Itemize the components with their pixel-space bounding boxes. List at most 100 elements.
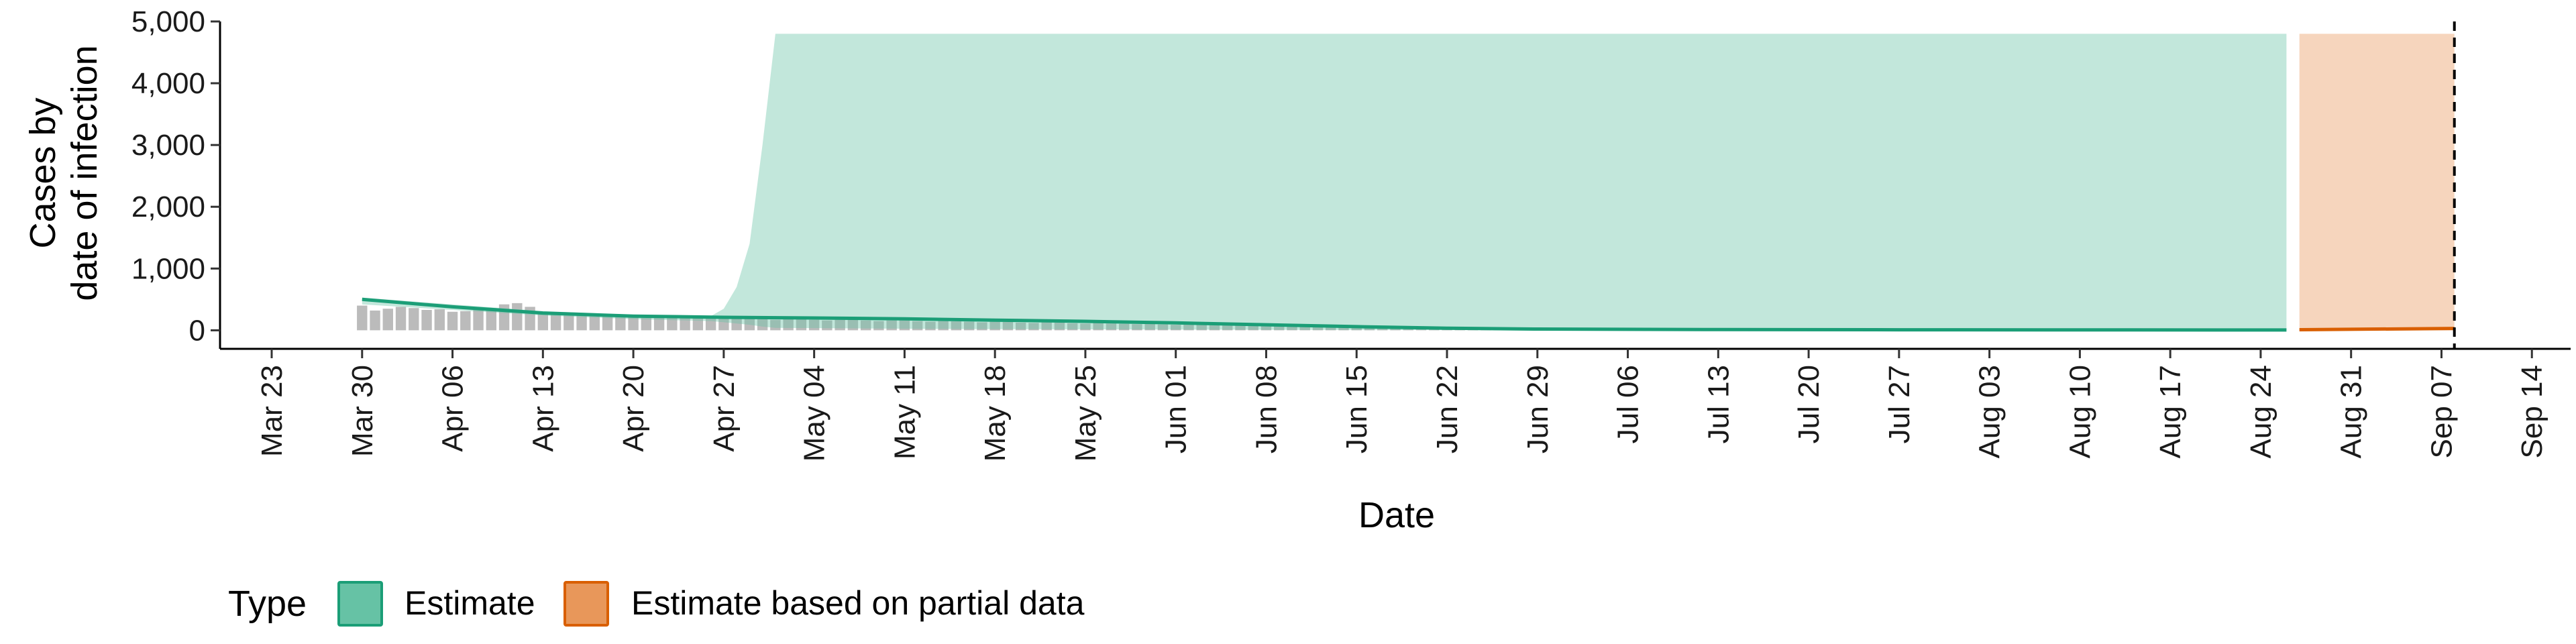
reported-cases-bar xyxy=(1287,325,1297,331)
reported-cases-bar xyxy=(925,321,936,331)
y-tick-label: 3,000 xyxy=(131,129,205,162)
axes xyxy=(219,21,2571,350)
legend-label-partial: Estimate based on partial data xyxy=(631,584,1085,622)
reported-cases-bar xyxy=(1067,323,1078,331)
reported-cases-bar xyxy=(1338,327,1349,331)
reported-cases-bar xyxy=(382,309,393,331)
legend: Type Estimate Estimate based on partial … xyxy=(228,581,1085,627)
reported-cases-bar xyxy=(615,315,626,331)
reported-cases-bar xyxy=(1093,323,1104,331)
reported-cases-bar xyxy=(395,307,407,331)
reported-cases-bar xyxy=(512,303,523,331)
reported-cases-bar xyxy=(357,305,368,331)
reported-cases-bar xyxy=(822,320,833,331)
reported-cases-bar xyxy=(680,317,690,331)
x-tick-label: Apr 20 xyxy=(617,365,650,452)
reported-cases-bar xyxy=(783,319,794,331)
y-tick-label: 2,000 xyxy=(131,191,205,223)
reported-cases-bar xyxy=(757,319,768,331)
reported-cases-bar xyxy=(718,317,729,331)
reported-cases-bar xyxy=(370,310,380,331)
x-tick-label: Apr 13 xyxy=(527,365,559,452)
y-tick-label: 1,000 xyxy=(131,252,205,285)
reported-cases-bar xyxy=(847,319,859,331)
reported-cases-bar xyxy=(667,316,678,331)
x-tick-label: Jun 01 xyxy=(1160,365,1193,453)
reported-cases-bar xyxy=(1312,326,1324,331)
reported-cases-bar xyxy=(628,317,639,331)
reported-cases-bar xyxy=(653,317,665,331)
reported-cases-bar xyxy=(1106,323,1117,331)
reported-cases-bar xyxy=(1274,325,1285,331)
reported-cases-bar xyxy=(1299,326,1310,331)
reported-cases-bar xyxy=(731,317,742,331)
estimate-ribbons xyxy=(362,34,2455,331)
reported-cases-bar xyxy=(1351,327,1362,331)
reported-cases-bar xyxy=(1132,324,1142,331)
x-axis-ticks: Mar 23 Mar 30 Apr 06 Apr 13 Apr 20 Apr 27 May … xyxy=(256,349,2548,462)
reported-cases-bar xyxy=(564,313,574,331)
x-tick-label: Jul 06 xyxy=(1612,365,1645,443)
reported-cases-bar xyxy=(447,311,458,331)
reported-cases-bar xyxy=(912,321,923,331)
reported-cases-bar xyxy=(421,309,432,331)
reported-cases-bar xyxy=(1002,321,1014,331)
y-axis-title-line2: date of infection xyxy=(64,45,105,301)
reported-cases-bar xyxy=(1015,322,1026,331)
reported-cases-bar xyxy=(473,309,484,331)
reported-cases-bar xyxy=(1171,325,1181,331)
reported-cases-bar xyxy=(486,308,497,331)
ribbon-partial-data xyxy=(2299,34,2455,331)
reported-cases-bar xyxy=(899,319,910,331)
legend-title: Type xyxy=(228,584,307,624)
x-tick-label: Aug 03 xyxy=(1974,365,2006,458)
reported-cases-bar xyxy=(835,319,845,331)
legend-label-estimate: Estimate xyxy=(405,584,535,622)
reported-cases-bar xyxy=(409,308,419,331)
y-tick-label: 5,000 xyxy=(131,5,205,38)
x-tick-label: Jul 13 xyxy=(1702,365,1735,443)
reported-cases-bar xyxy=(1390,327,1401,331)
reported-cases-bar xyxy=(1209,325,1220,331)
y-axis-ticks: 0 1,000 2,000 3,000 4,000 5,000 xyxy=(131,5,220,347)
reported-cases-bars xyxy=(357,303,1582,331)
reported-cases-bar xyxy=(1196,325,1207,331)
reported-cases-bar xyxy=(641,317,652,331)
reported-cases-bar xyxy=(989,321,1000,331)
x-tick-label: Mar 23 xyxy=(256,365,288,457)
reported-cases-bar xyxy=(963,321,975,331)
x-tick-label: Sep 14 xyxy=(2516,365,2548,458)
x-tick-label: May 18 xyxy=(979,365,1012,462)
reported-cases-bar xyxy=(1248,325,1258,331)
y-axis-title-line1: Cases by xyxy=(23,97,63,248)
reported-cases-bar xyxy=(705,318,716,331)
x-tick-label: May 11 xyxy=(888,365,921,460)
median-line-partial-data xyxy=(2299,327,2455,331)
ribbon-estimate xyxy=(362,34,2287,331)
reported-cases-bar xyxy=(938,321,949,331)
x-tick-label: Jun 22 xyxy=(1431,365,1464,453)
x-tick-label: Sep 07 xyxy=(2425,365,2458,458)
reported-cases-bar xyxy=(1377,327,1388,331)
reported-cases-bar xyxy=(1144,323,1155,331)
reported-cases-bar xyxy=(796,318,807,331)
reported-cases-bar xyxy=(537,311,549,331)
reported-cases-bar xyxy=(460,311,471,331)
x-tick-label: May 25 xyxy=(1069,365,1102,462)
reported-cases-bar xyxy=(1235,325,1246,331)
x-tick-label: Jun 15 xyxy=(1340,365,1373,453)
reported-cases-bar xyxy=(550,314,561,331)
reported-cases-bar xyxy=(808,319,820,331)
y-tick-label: 4,000 xyxy=(131,67,205,100)
legend-swatch-partial xyxy=(564,581,609,627)
reported-cases-bar xyxy=(886,320,897,331)
legend-swatch-estimate xyxy=(337,581,383,627)
reported-cases-bar xyxy=(692,317,704,331)
reported-cases-bar xyxy=(1222,325,1233,331)
x-tick-label: Aug 17 xyxy=(2154,365,2187,458)
reported-cases-bar xyxy=(744,318,755,331)
reported-cases-bar xyxy=(1118,323,1130,331)
reported-cases-bar xyxy=(434,309,445,331)
